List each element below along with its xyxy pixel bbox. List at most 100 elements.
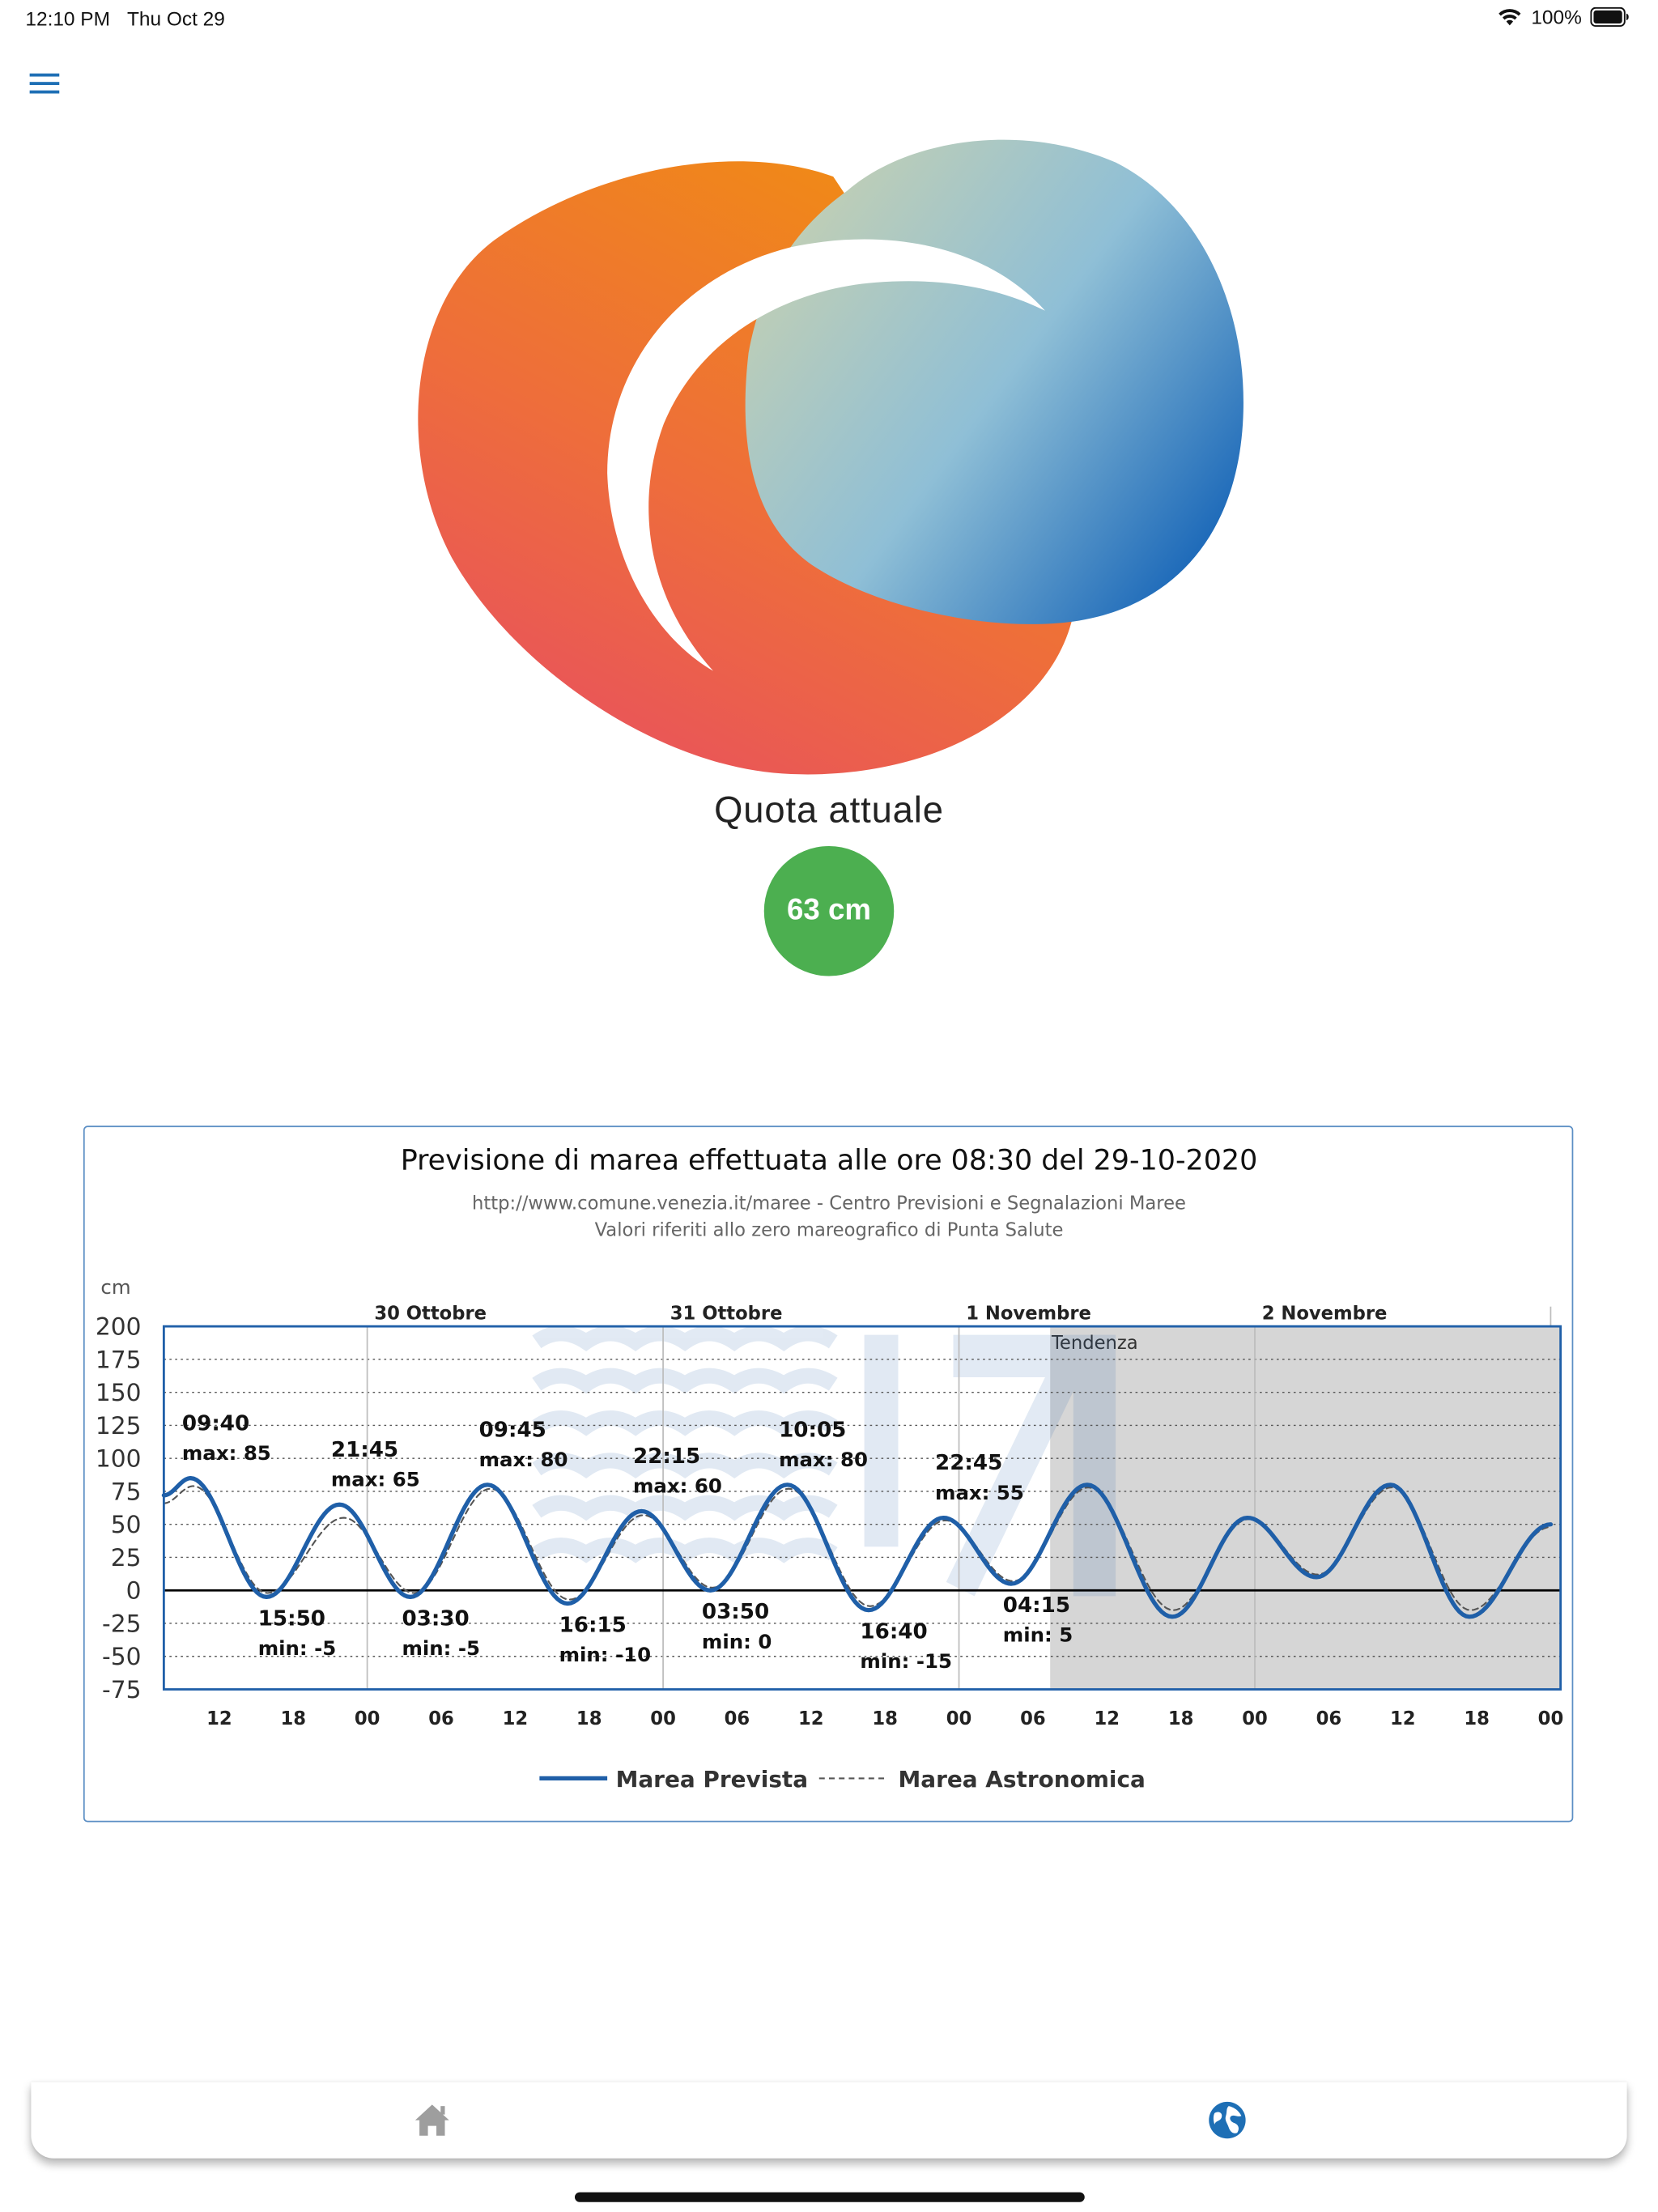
tendenza-label: Tendenza: [1051, 1333, 1138, 1354]
annotation-time: 16:40: [860, 1620, 927, 1644]
x-tick-label: 12: [206, 1708, 232, 1729]
annotation-value: max: 65: [331, 1468, 420, 1491]
x-tick-label: 00: [1538, 1708, 1564, 1729]
annotation-value: min: 5: [1003, 1623, 1073, 1647]
plot-frame: [162, 1325, 1562, 1691]
y-tick-label: -75: [102, 1675, 141, 1704]
annotation-time: 10:05: [779, 1418, 846, 1442]
logo-warm-shape: [418, 161, 1076, 775]
wifi-icon: [1499, 9, 1521, 26]
x-tick-label: 18: [872, 1708, 898, 1729]
day-label: 31 Ottobre: [670, 1303, 783, 1324]
legend-label-prevista: Marea Prevista: [616, 1766, 809, 1793]
x-tick-label: 06: [1316, 1708, 1342, 1729]
annotation-time: 15:50: [258, 1606, 325, 1631]
tab-globe[interactable]: [1203, 2096, 1251, 2144]
x-tick-label: 18: [1464, 1708, 1490, 1729]
hamburger-menu-icon: [29, 73, 60, 94]
chart-subtitle-reference: Valori riferiti allo zero mareografico d…: [595, 1219, 1064, 1240]
watermark-wave: [532, 1410, 838, 1436]
day-label: 2 Novembre: [1262, 1303, 1388, 1324]
annotation-time: 22:15: [633, 1444, 700, 1469]
legend-label-astronomica: Marea Astronomica: [898, 1766, 1145, 1793]
annotation-value: max: 80: [479, 1448, 568, 1471]
globe-icon: [1209, 2101, 1246, 2139]
logo-crescent: [607, 239, 1045, 671]
tab-home[interactable]: [408, 2096, 456, 2144]
x-tick-label: 00: [946, 1708, 972, 1729]
x-tick-label: 18: [280, 1708, 306, 1729]
watermark-bar: [864, 1334, 899, 1547]
x-tick-label: 06: [725, 1708, 750, 1729]
y-tick-label: -50: [102, 1642, 141, 1670]
watermark-wave: [532, 1538, 838, 1563]
watermark-wave: [532, 1368, 838, 1394]
day-label: 30 Ottobre: [374, 1303, 487, 1324]
annotation-time: 21:45: [331, 1438, 398, 1462]
tab-bar: [31, 2082, 1627, 2159]
series-marea-prevista: [161, 1476, 1554, 1619]
status-time: 12:10 PM: [25, 6, 110, 30]
y-tick-label: 0: [126, 1576, 142, 1605]
y-tick-label: 75: [111, 1477, 142, 1505]
annotation-value: min: -5: [258, 1636, 337, 1660]
tendenza-band: [1050, 1326, 1561, 1690]
home-icon: [414, 2104, 449, 2136]
quota-title: Quota attuale: [714, 788, 944, 831]
x-tick-label: 12: [798, 1708, 824, 1729]
battery-percent: 100%: [1531, 5, 1582, 28]
chart-title: Previsione di marea effettuata alle ore …: [401, 1145, 1258, 1177]
y-tick-label: 125: [96, 1411, 142, 1440]
annotation-value: max: 85: [182, 1441, 271, 1465]
annotation-value: min: -10: [559, 1643, 652, 1666]
x-tick-label: 12: [503, 1708, 529, 1729]
x-tick-label: 06: [1020, 1708, 1046, 1729]
annotation-time: 03:30: [402, 1606, 469, 1631]
status-date: Thu Oct 29: [127, 6, 225, 30]
y-tick-label: -25: [102, 1609, 141, 1637]
app-logo: [418, 139, 1244, 775]
home-indicator: [574, 2192, 1085, 2202]
y-tick-label: 150: [96, 1378, 142, 1406]
x-tick-label: 18: [1168, 1708, 1194, 1729]
annotation-time: 09:40: [182, 1411, 249, 1436]
annotation-time: 16:15: [559, 1613, 627, 1637]
x-tick-label: 12: [1390, 1708, 1416, 1729]
chart-subtitle-source: http://www.comune.venezia.it/maree - Cen…: [472, 1193, 1186, 1214]
watermark-wave: [532, 1453, 838, 1478]
annotation-time: 22:45: [935, 1451, 1002, 1475]
status-right: 100%: [1497, 6, 1630, 28]
status-bar: 12:10 PM Thu Oct 29 100%: [0, 0, 1658, 40]
annotation-time: 04:15: [1003, 1593, 1070, 1618]
x-tick-label: 12: [1094, 1708, 1120, 1729]
watermark-wave: [532, 1325, 838, 1351]
annotation-value: min: -15: [860, 1649, 952, 1673]
x-tick-label: 00: [355, 1708, 380, 1729]
battery-icon: [1590, 6, 1629, 28]
annotation-value: max: 55: [935, 1481, 1024, 1504]
y-tick-label: 25: [111, 1543, 142, 1572]
x-tick-label: 18: [576, 1708, 602, 1729]
quota-value-badge: 63 cm: [763, 845, 895, 976]
annotation-value: max: 60: [633, 1474, 722, 1498]
y-tick-label: 175: [96, 1345, 142, 1373]
watermark-z: [946, 1334, 1116, 1597]
annotation-value: min: -5: [402, 1636, 480, 1660]
annotation-value: min: 0: [702, 1630, 772, 1653]
y-tick-label: 50: [111, 1510, 142, 1538]
series-marea-astronomica: [163, 1485, 1552, 1611]
menu-button[interactable]: [25, 65, 65, 101]
y-axis-unit: cm: [100, 1275, 130, 1299]
annotation-value: max: 80: [779, 1448, 868, 1471]
day-label: 1 Novembre: [966, 1303, 1091, 1324]
x-tick-label: 00: [1242, 1708, 1268, 1729]
y-tick-label: 200: [96, 1312, 142, 1341]
x-tick-label: 06: [428, 1708, 454, 1729]
x-tick-label: 00: [650, 1708, 676, 1729]
watermark-logo: [532, 1325, 1116, 1597]
watermark-wave: [532, 1495, 838, 1521]
annotation-time: 03:50: [702, 1600, 769, 1624]
y-tick-label: 100: [96, 1444, 142, 1473]
